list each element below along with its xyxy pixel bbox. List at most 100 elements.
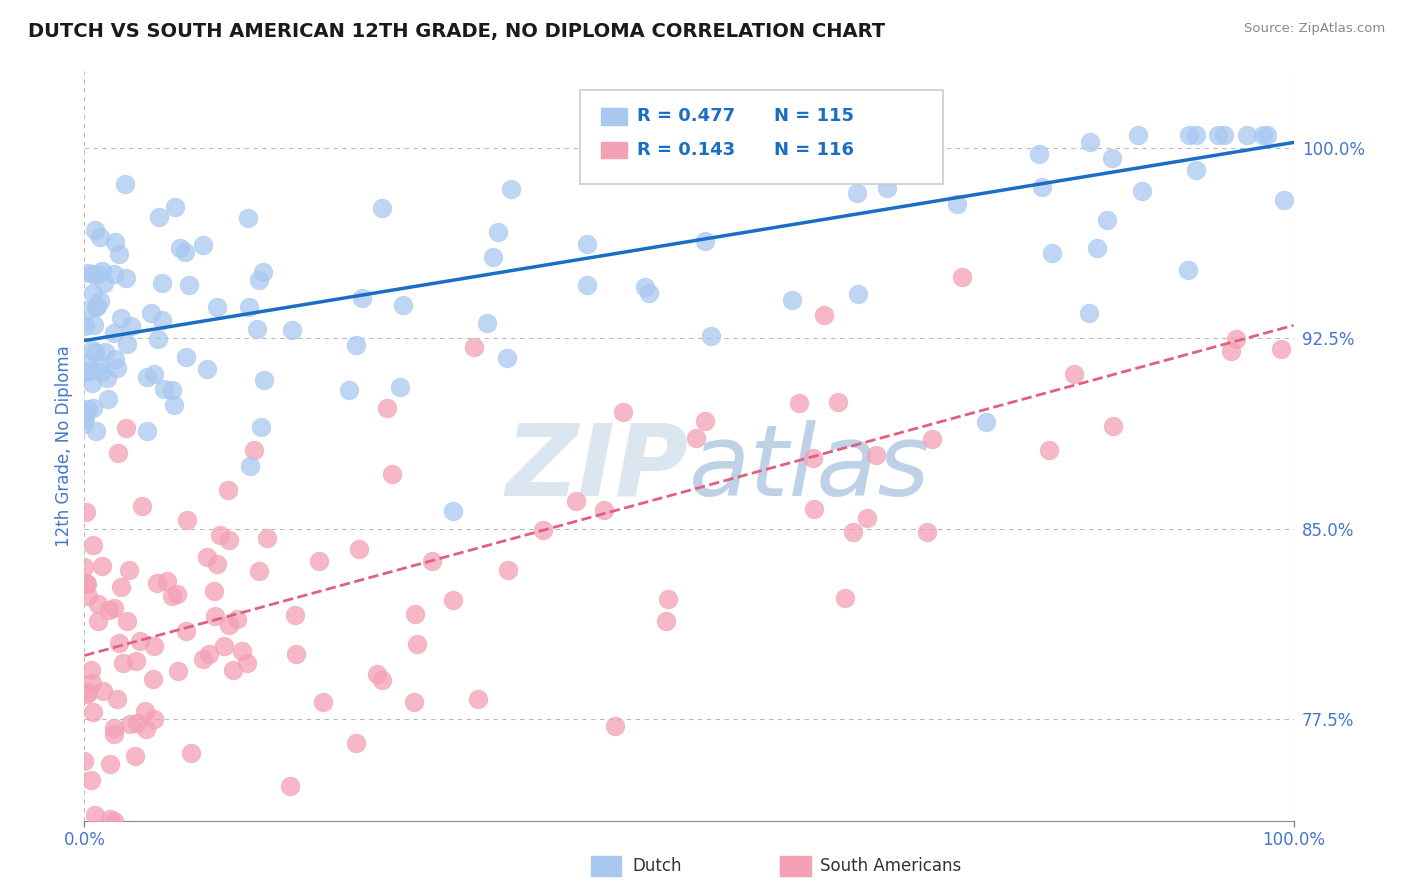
Point [371, 673, 394, 687]
Point [73, 560, 96, 574]
Point [226, 612, 249, 626]
Point [98, 757, 121, 772]
Point [655, 614, 678, 628]
Text: ZIP: ZIP [506, 420, 689, 517]
Point [195, 549, 218, 564]
Point [856, 511, 879, 525]
Point [801, 451, 824, 466]
Text: DUTCH VS SOUTH AMERICAN 12TH GRADE, NO DIPLOMA CORRELATION CHART: DUTCH VS SOUTH AMERICAN 12TH GRADE, NO D… [28, 22, 886, 41]
FancyBboxPatch shape [581, 90, 943, 184]
Point [218, 618, 240, 632]
Point [75, 406, 97, 420]
Point [308, 554, 330, 568]
Point [564, 494, 586, 508]
Point [212, 639, 235, 653]
Point [115, 337, 138, 351]
Point [204, 608, 226, 623]
Point [153, 382, 176, 396]
Point [1177, 263, 1199, 277]
Point [280, 779, 302, 793]
Point [1078, 306, 1101, 320]
Point [82, 343, 104, 357]
Point [496, 351, 519, 365]
Point [103, 727, 125, 741]
Point [73, 319, 96, 334]
Point [1206, 128, 1229, 142]
Point [787, 396, 810, 410]
Point [486, 225, 509, 239]
Point [593, 503, 616, 517]
Point [950, 269, 973, 284]
Point [243, 442, 266, 457]
Point [218, 533, 240, 548]
Point [197, 647, 219, 661]
Point [82, 286, 104, 301]
Point [136, 424, 159, 438]
Point [86, 299, 108, 313]
Point [482, 250, 505, 264]
Point [657, 591, 679, 606]
Point [169, 241, 191, 255]
Point [845, 186, 868, 200]
Point [146, 332, 169, 346]
Point [1102, 419, 1125, 434]
Point [176, 513, 198, 527]
Point [1028, 147, 1050, 161]
Point [103, 600, 125, 615]
Point [475, 316, 498, 330]
Point [143, 367, 166, 381]
Text: R = 0.477: R = 0.477 [637, 107, 735, 125]
Point [89, 358, 111, 372]
Point [80, 773, 103, 788]
Point [150, 313, 173, 327]
Point [76, 577, 98, 591]
Point [856, 128, 879, 142]
Point [118, 717, 141, 731]
Point [82, 539, 104, 553]
Point [1256, 128, 1278, 142]
Point [576, 278, 599, 293]
Point [1040, 246, 1063, 260]
Point [217, 483, 239, 497]
Point [281, 323, 304, 337]
Point [347, 541, 370, 556]
Point [120, 319, 142, 334]
Point [114, 271, 136, 285]
Point [1212, 128, 1234, 142]
Point [531, 523, 554, 537]
Point [603, 719, 626, 733]
Point [252, 265, 274, 279]
Point [103, 235, 125, 250]
Point [91, 559, 114, 574]
Point [142, 639, 165, 653]
Text: Source: ZipAtlas.com: Source: ZipAtlas.com [1244, 22, 1385, 36]
Point [848, 287, 870, 301]
Point [91, 264, 114, 278]
Point [634, 279, 657, 293]
Point [193, 652, 215, 666]
Point [145, 576, 167, 591]
Point [107, 446, 129, 460]
Point [139, 306, 162, 320]
Point [174, 244, 197, 259]
Point [876, 181, 898, 195]
Point [371, 201, 394, 215]
Point [252, 373, 274, 387]
Point [86, 614, 108, 628]
Point [238, 300, 260, 314]
Point [685, 431, 707, 445]
Point [82, 401, 104, 415]
Point [496, 563, 519, 577]
Point [441, 504, 464, 518]
Point [115, 614, 138, 628]
Point [148, 211, 170, 225]
Text: Dutch: Dutch [633, 857, 682, 875]
Point [76, 401, 98, 416]
Point [1031, 180, 1053, 194]
Point [166, 587, 188, 601]
FancyBboxPatch shape [600, 142, 627, 158]
Point [1225, 332, 1247, 346]
Point [945, 196, 967, 211]
Point [98, 812, 121, 826]
Point [75, 365, 97, 379]
